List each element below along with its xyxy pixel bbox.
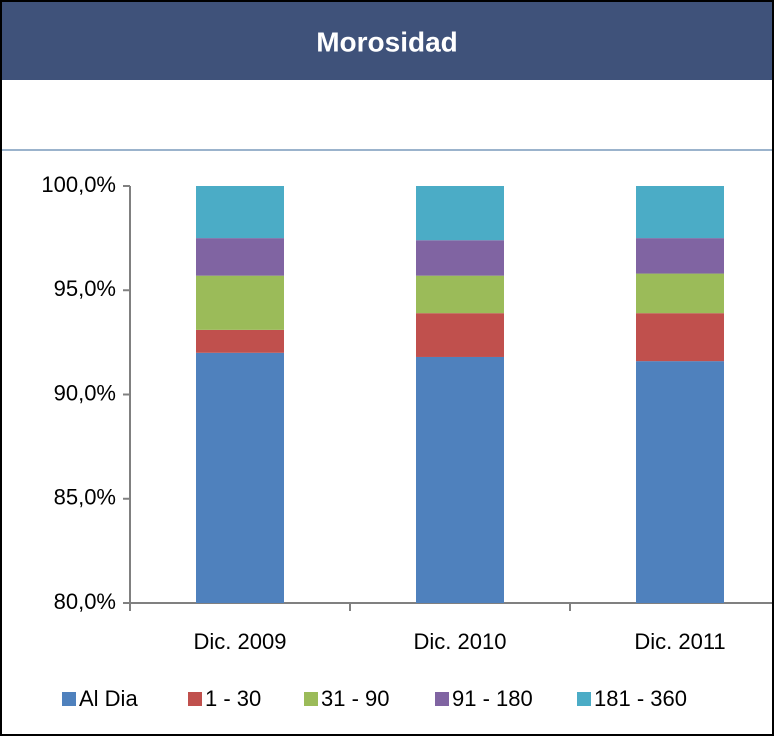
bar-segment [196,238,284,276]
bar-segment [196,352,284,603]
bar-segment [636,313,724,362]
header [2,2,772,80]
y-tick-label: 95,0% [54,276,116,301]
legend-swatch [304,692,318,706]
x-tick-label: Dic. 2009 [194,629,287,654]
legend-label: 91 - 180 [452,686,533,711]
bar-segment [196,186,284,239]
legend-label: 1 - 30 [205,686,261,711]
bar-segment [636,186,724,239]
legend-label: 31 - 90 [321,686,390,711]
x-tick-label: Dic. 2010 [414,629,507,654]
y-tick-label: 80,0% [54,589,116,614]
bar-segment [196,275,284,330]
legend-label: Al Dia [79,686,138,711]
bar-segment [636,273,724,314]
bar-segment [196,329,284,353]
legend-swatch [188,692,202,706]
legend-swatch [62,692,76,706]
legend-label: 181 - 360 [594,686,687,711]
legend-swatch [435,692,449,706]
y-tick-label: 90,0% [54,380,116,405]
bar-segment [416,275,504,314]
x-tick-label: Dic. 2011 [634,629,725,654]
bar-segment [416,313,504,357]
bar-segment [636,238,724,274]
bar-segment [636,361,724,603]
bar-segment [416,186,504,241]
bar-segment [416,356,504,603]
legend-swatch [577,692,591,706]
y-tick-label: 100,0% [41,172,116,197]
bar-segment [416,240,504,276]
chart-title: Morosidad [316,26,458,57]
y-tick-label: 85,0% [54,485,116,510]
